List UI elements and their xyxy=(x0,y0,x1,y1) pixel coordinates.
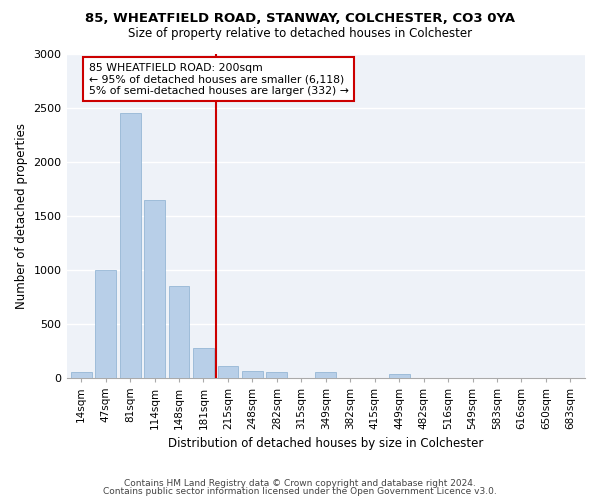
Text: 85 WHEATFIELD ROAD: 200sqm
← 95% of detached houses are smaller (6,118)
5% of se: 85 WHEATFIELD ROAD: 200sqm ← 95% of deta… xyxy=(89,62,349,96)
Y-axis label: Number of detached properties: Number of detached properties xyxy=(15,123,28,309)
Bar xyxy=(389,374,410,378)
Bar xyxy=(266,372,287,378)
Text: Contains public sector information licensed under the Open Government Licence v3: Contains public sector information licen… xyxy=(103,487,497,496)
Bar xyxy=(169,286,190,378)
Bar xyxy=(95,270,116,378)
Text: Size of property relative to detached houses in Colchester: Size of property relative to detached ho… xyxy=(128,28,472,40)
X-axis label: Distribution of detached houses by size in Colchester: Distribution of detached houses by size … xyxy=(168,437,484,450)
Bar xyxy=(316,372,336,378)
Bar xyxy=(218,366,238,378)
Bar xyxy=(144,200,165,378)
Bar xyxy=(120,114,140,378)
Bar xyxy=(242,371,263,378)
Bar xyxy=(193,348,214,378)
Text: Contains HM Land Registry data © Crown copyright and database right 2024.: Contains HM Land Registry data © Crown c… xyxy=(124,478,476,488)
Bar xyxy=(71,372,92,378)
Text: 85, WHEATFIELD ROAD, STANWAY, COLCHESTER, CO3 0YA: 85, WHEATFIELD ROAD, STANWAY, COLCHESTER… xyxy=(85,12,515,26)
